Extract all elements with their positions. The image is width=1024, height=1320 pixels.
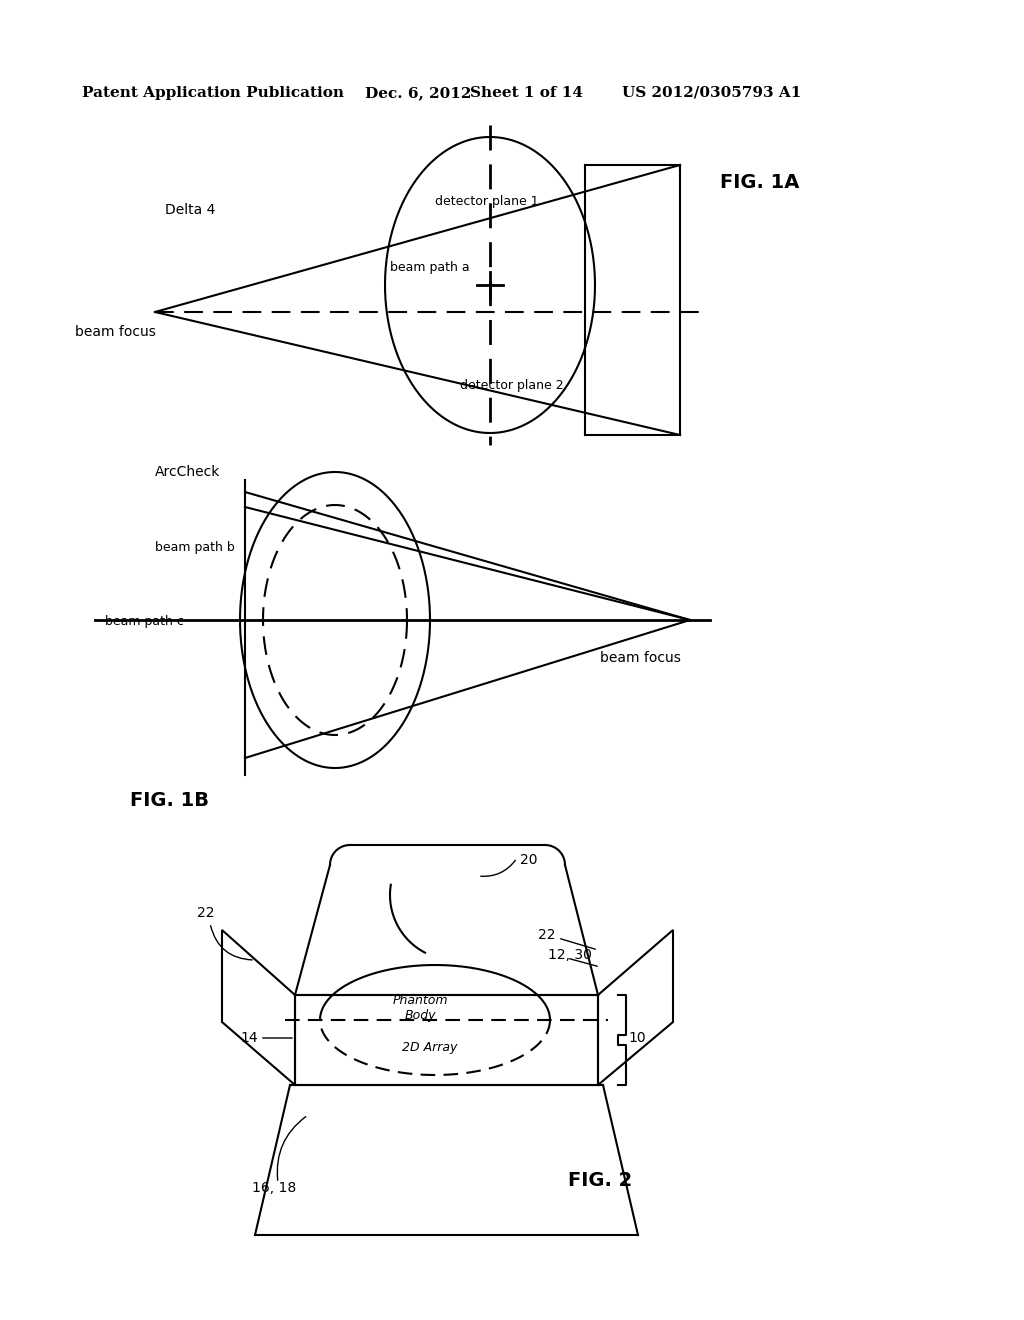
Text: beam path b: beam path b (155, 541, 234, 554)
Text: beam focus: beam focus (600, 651, 681, 665)
Text: detector plane 2: detector plane 2 (460, 379, 563, 392)
Text: 12, 30: 12, 30 (548, 948, 592, 962)
Text: Sheet 1 of 14: Sheet 1 of 14 (470, 86, 583, 100)
Text: beam path c: beam path c (105, 615, 184, 628)
Text: US 2012/0305793 A1: US 2012/0305793 A1 (622, 86, 802, 100)
Text: beam focus: beam focus (75, 325, 156, 339)
Text: 14: 14 (240, 1031, 258, 1045)
Text: 10: 10 (628, 1031, 645, 1045)
Text: Patent Application Publication: Patent Application Publication (82, 86, 344, 100)
Text: 2D Array: 2D Array (402, 1041, 458, 1055)
Text: FIG. 1A: FIG. 1A (720, 173, 800, 193)
Text: 16, 18: 16, 18 (252, 1181, 296, 1195)
Text: 22: 22 (197, 906, 214, 920)
Text: beam path a: beam path a (390, 261, 470, 275)
Text: ArcCheck: ArcCheck (155, 465, 220, 479)
Text: Dec. 6, 2012: Dec. 6, 2012 (365, 86, 471, 100)
Text: Delta 4: Delta 4 (165, 203, 215, 216)
Text: 22: 22 (538, 928, 555, 942)
Text: FIG. 2: FIG. 2 (568, 1171, 632, 1189)
Text: 20: 20 (520, 853, 538, 867)
Text: Phantom
Body: Phantom Body (392, 994, 447, 1022)
Text: detector plane 1: detector plane 1 (435, 195, 539, 209)
Text: FIG. 1B: FIG. 1B (130, 791, 209, 809)
